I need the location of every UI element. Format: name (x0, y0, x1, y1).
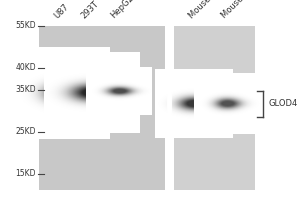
Text: 55KD: 55KD (15, 21, 36, 30)
Bar (174, 26, 255, 190)
Text: HepG2: HepG2 (109, 0, 136, 20)
Text: U87: U87 (52, 2, 70, 20)
Text: 25KD: 25KD (16, 128, 36, 136)
Text: 15KD: 15KD (16, 170, 36, 178)
Text: 293T: 293T (79, 0, 100, 20)
Text: 40KD: 40KD (15, 64, 36, 72)
Text: GLOD4: GLOD4 (268, 99, 298, 108)
Text: 35KD: 35KD (15, 85, 36, 94)
Bar (39, 26, 165, 190)
Text: Mouse brain: Mouse brain (187, 0, 230, 20)
Text: Mouse kidney: Mouse kidney (220, 0, 268, 20)
